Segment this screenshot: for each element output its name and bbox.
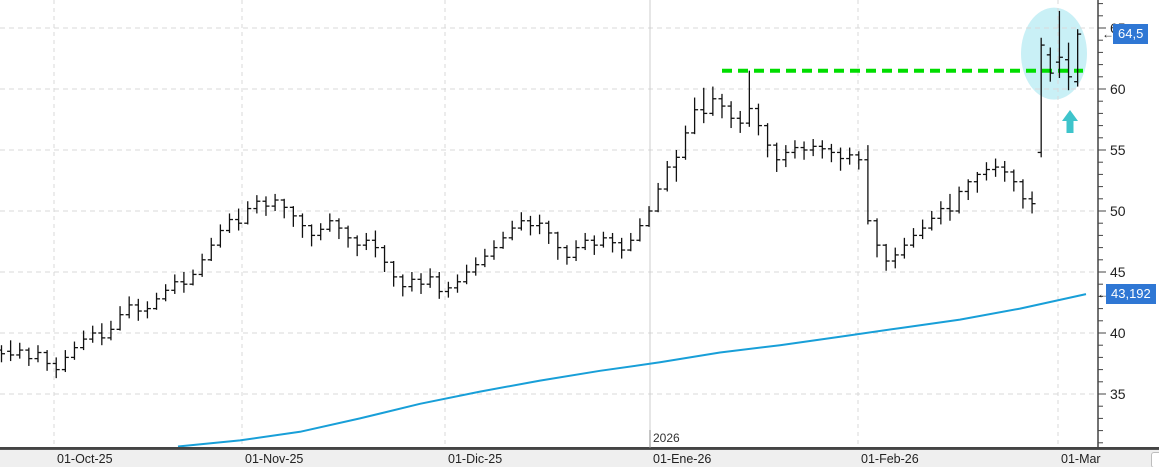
moving-average-line[interactable] <box>177 293 1087 448</box>
y-axis-tick-label: 50 <box>1110 203 1126 219</box>
y-axis-tick-label: 45 <box>1110 264 1126 280</box>
y-axis[interactable]: 35404550556065 <box>1097 0 1126 448</box>
last-price-tag: 64,5 <box>1113 24 1149 44</box>
axis-corner <box>1151 452 1159 467</box>
x-axis-label: 01-Ene-26 <box>653 452 712 466</box>
y-axis-tick-label: 40 <box>1110 325 1126 341</box>
time-axis[interactable]: 01-Oct-25 01-Nov-25 01-Dic-25 01-Ene-26 01-F… <box>0 449 1159 467</box>
up-arrow[interactable] <box>1062 110 1078 133</box>
year-label: 2026 <box>653 431 680 445</box>
grid-lines <box>0 0 1098 448</box>
x-axis-label: 01-Feb-26 <box>861 452 919 466</box>
ma-value-tag: 43,192 <box>1106 284 1156 304</box>
x-axis-label: 01-Dic-25 <box>448 452 503 466</box>
y-axis-tick-label: 55 <box>1110 142 1126 158</box>
y-axis-tick-label: 60 <box>1110 81 1126 97</box>
x-axis-label: 01-Mar <box>1061 452 1101 466</box>
x-axis-label: 01-Oct-25 <box>57 452 113 466</box>
y-axis-tick-label: 35 <box>1110 386 1126 402</box>
ohlc-bars <box>0 10 1082 379</box>
x-axis-label: 01-Nov-25 <box>245 452 304 466</box>
last-price-pointer-icon: ← <box>1102 27 1114 41</box>
